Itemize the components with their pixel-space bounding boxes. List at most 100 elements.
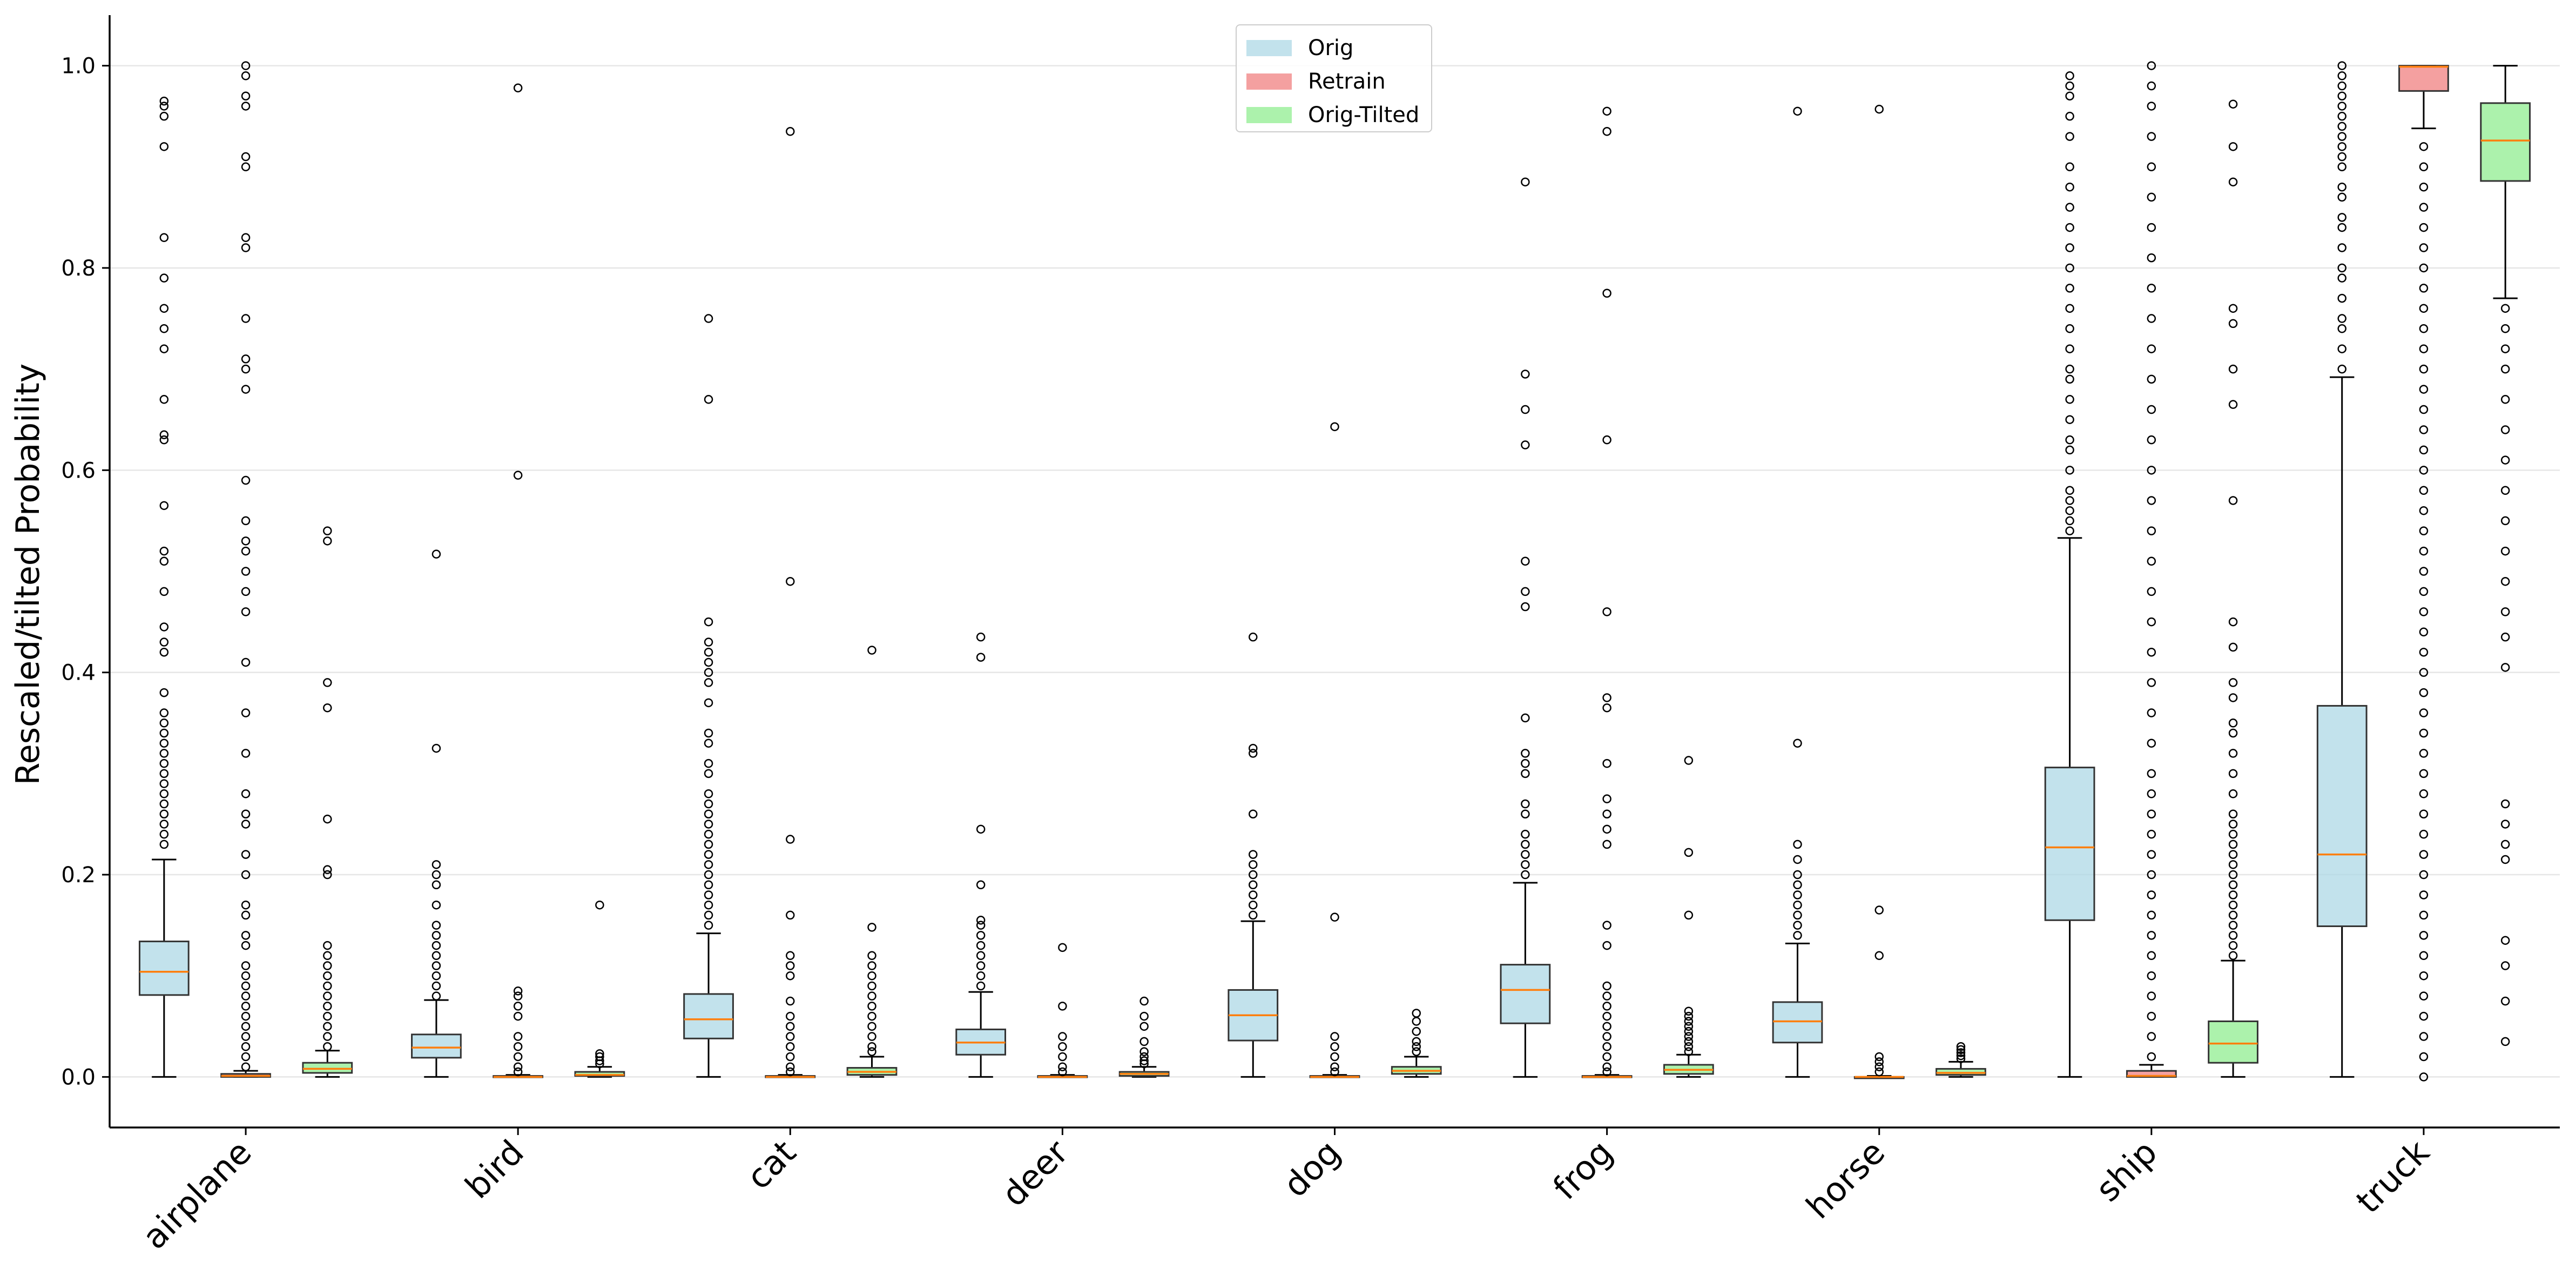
outlier-point: [2065, 71, 2074, 80]
outlier-point: [159, 142, 169, 151]
outlier-point: [2500, 425, 2510, 434]
outlier-point: [1602, 1042, 1611, 1051]
outlier-point: [1684, 848, 1694, 857]
outlier-point: [2065, 111, 2074, 121]
outlier-point: [2065, 243, 2074, 252]
outlier-point: [2419, 546, 2429, 556]
outlier-point: [2228, 910, 2238, 920]
box-body: [1500, 964, 1551, 1024]
outlier-point: [1874, 104, 1884, 114]
box-body: [1936, 1068, 1986, 1076]
outlier-point: [2419, 668, 2429, 677]
outlier-point: [2065, 364, 2074, 374]
box-horse-orig-tilted: [1936, 1042, 1986, 1078]
outlier-point: [1330, 912, 1339, 922]
x-tick-label: ship: [2088, 1132, 2164, 1209]
outlier-point: [867, 1002, 876, 1011]
outlier-point: [2337, 324, 2346, 333]
outlier-point: [2147, 708, 2156, 717]
outlier-point: [2228, 769, 2238, 778]
outlier-point: [159, 749, 169, 758]
outlier-point: [241, 314, 251, 323]
outlier-point: [1249, 632, 1258, 642]
outlier-point: [2419, 567, 2429, 576]
outlier-point: [2419, 850, 2429, 859]
outlier-point: [1602, 288, 1611, 298]
outlier-point: [1249, 890, 1258, 900]
outlier-point: [2419, 647, 2429, 657]
box-ship-orig-tilted: [2208, 99, 2258, 1078]
outlier-point: [2228, 789, 2238, 798]
outlier-point: [2147, 769, 2156, 778]
outlier-point: [704, 314, 713, 323]
outlier-point: [513, 1052, 523, 1062]
outlier-point: [2065, 496, 2074, 505]
outlier-point: [1139, 1022, 1149, 1031]
box-horse-retrain: [1853, 104, 1905, 1079]
outlier-point: [431, 951, 441, 961]
box-cat-orig: [683, 314, 734, 1078]
outlier-point: [241, 152, 251, 162]
outlier-point: [2065, 263, 2074, 273]
outlier-point: [1412, 1037, 1421, 1046]
outlier-point: [2147, 102, 2156, 111]
outlier-point: [241, 536, 251, 546]
outlier-point: [241, 71, 251, 80]
outlier-point: [241, 961, 251, 970]
outlier-point: [1956, 1048, 1966, 1057]
outlier-point: [159, 789, 169, 798]
outlier-point: [2419, 203, 2429, 212]
outlier-point: [2228, 840, 2238, 849]
box-frog-orig-tilted: [1663, 756, 1714, 1078]
outlier-point: [159, 688, 169, 697]
outlier-point: [323, 703, 332, 713]
outlier-point: [1602, 703, 1611, 713]
outlier-point: [2419, 304, 2429, 313]
outlier-point: [2419, 344, 2429, 353]
outlier-point: [2065, 304, 2074, 313]
outlier-point: [704, 769, 713, 778]
outlier-point: [2147, 829, 2156, 839]
outlier-point: [786, 576, 795, 586]
outlier-point: [1793, 840, 1802, 849]
outlier-point: [2337, 91, 2346, 100]
outlier-point: [1602, 809, 1611, 818]
outlier-point: [2065, 466, 2074, 475]
outlier-point: [431, 743, 441, 753]
outlier-point: [2337, 122, 2346, 131]
outlier-point: [2337, 273, 2346, 283]
outlier-point: [2419, 182, 2429, 192]
outlier-point: [2500, 546, 2510, 556]
outlier-point: [241, 657, 251, 667]
outlier-point: [704, 759, 713, 768]
outlier-point: [2147, 1011, 2156, 1021]
outlier-point: [704, 860, 713, 869]
outlier-point: [976, 941, 986, 950]
outlier-point: [2337, 182, 2346, 192]
outlier-point: [1793, 870, 1802, 880]
box-body: [2208, 1020, 2258, 1064]
outlier-point: [2500, 516, 2510, 526]
outlier-point: [1684, 1042, 1694, 1051]
outlier-point: [159, 587, 169, 596]
outlier-point: [1793, 855, 1802, 864]
outlier-point: [1249, 860, 1258, 869]
outlier-point: [2065, 506, 2074, 515]
outlier-point: [431, 981, 441, 991]
outlier-point: [159, 111, 169, 121]
outlier-point: [2337, 344, 2346, 353]
outlier-point: [1874, 1062, 1884, 1071]
outlier-point: [976, 951, 986, 961]
outlier-point: [2147, 526, 2156, 535]
outlier-point: [2228, 749, 2238, 758]
outlier-point: [2147, 1032, 2156, 1041]
outlier-point: [241, 243, 251, 252]
outlier-point: [241, 708, 251, 717]
outlier-point: [2228, 142, 2238, 151]
outlier-point: [2228, 941, 2238, 950]
legend-label-retrain: Retrain: [1308, 69, 1386, 94]
x-tick-label: deer: [994, 1132, 1076, 1214]
outlier-point: [159, 273, 169, 283]
legend-swatch-orig: [1246, 40, 1292, 56]
outlier-point: [704, 698, 713, 708]
